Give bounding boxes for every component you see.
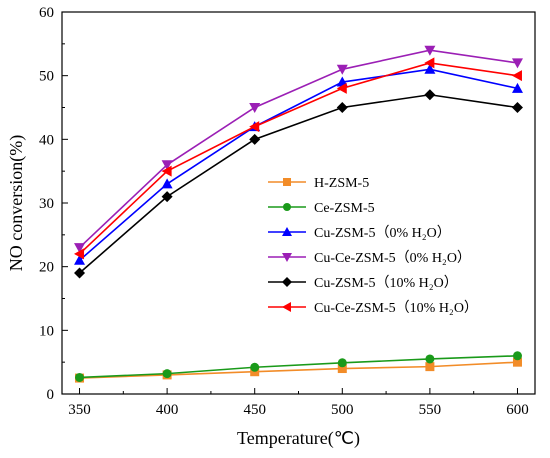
data-point [512,357,522,367]
series-6 [74,57,522,260]
legend-marker [282,253,292,262]
y-tick-label: 40 [39,132,54,148]
legend-label: Cu-ZSM-5（0% H₂O） [314,225,451,241]
y-tick-label: 20 [39,260,54,276]
legend-item: Cu-ZSM-5（0% H₂O） [268,225,451,241]
legend-item: H-ZSM-5 [268,176,369,191]
legend-label: Cu-ZSM-5（10% H₂O） [314,275,458,291]
data-point [74,248,85,260]
data-point [161,178,173,189]
data-point [75,372,85,382]
data-point [511,58,523,69]
legend-item: Cu-Ce-ZSM-5（0% H₂O） [268,250,471,266]
series-line [79,361,518,379]
data-point [512,351,522,361]
y-tick-label: 60 [39,5,54,21]
legend-label: Ce-ZSM-5 [314,201,375,216]
data-point [249,133,261,145]
x-tick-label: 350 [68,402,91,418]
y-tick-label: 0 [47,387,55,403]
x-tick-label: 500 [331,402,354,418]
series-5 [74,89,523,279]
legend-item: Cu-ZSM-5（10% H₂O） [268,275,458,291]
data-point [337,358,347,368]
series-layer [74,45,523,383]
legend-item: Ce-ZSM-5 [268,201,375,216]
axis-ticks: 350 400 450 500 550 600 0 10 20 30 40 50 60 [39,5,529,418]
y-tick-label: 10 [39,323,54,339]
series-2 [75,351,522,382]
data-point [425,354,435,364]
legend-marker [282,302,291,312]
y-tick-label: 50 [39,69,54,85]
legend-marker [282,277,292,287]
series-line [78,68,518,261]
legend-marker [283,203,291,211]
legend-label: H-ZSM-5 [314,176,369,191]
series-line [78,49,518,249]
data-point [249,121,260,133]
y-axis-title: NO conversion(%) [6,135,27,271]
data-point [161,160,173,171]
legend: H-ZSM-5 Ce-ZSM-5 Cu-ZSM-5（0% H₂O） Cu-Ce-ZSM… [268,176,478,316]
x-tick-label: 550 [419,402,442,418]
data-point [74,254,86,265]
data-point [250,362,260,372]
data-point [161,165,172,177]
legend-item: Cu-Ce-ZSM-5（10% H₂O） [268,300,478,316]
data-point [74,243,86,254]
series-1 [75,357,522,383]
data-point [424,89,436,101]
data-point [249,103,261,113]
x-tick-label: 450 [243,402,266,418]
legend-label: Cu-Ce-ZSM-5（10% H₂O） [314,300,478,316]
data-point [425,362,435,372]
data-point [424,63,436,74]
y-tick-label: 30 [39,196,54,212]
data-point [336,64,348,75]
data-point [336,82,347,94]
series-3 [74,63,523,265]
data-point [74,267,86,279]
data-point [511,82,523,93]
data-point [162,369,172,379]
series-line [78,62,518,255]
data-point [511,102,523,113]
x-tick-label: 600 [506,402,529,418]
data-point [337,364,347,374]
x-axis-title: Temperature(℃) [237,428,360,449]
legend-label: Cu-Ce-ZSM-5（0% H₂O） [314,250,471,266]
series-4 [74,45,523,254]
legend-marker [282,227,292,236]
series-line [78,93,518,274]
data-point [336,102,348,113]
data-point [161,191,173,203]
data-point [424,45,436,56]
data-point [424,57,435,69]
series-line [79,355,518,379]
legend-marker [283,178,291,186]
data-point [511,70,522,82]
x-tick-label: 400 [156,402,179,418]
